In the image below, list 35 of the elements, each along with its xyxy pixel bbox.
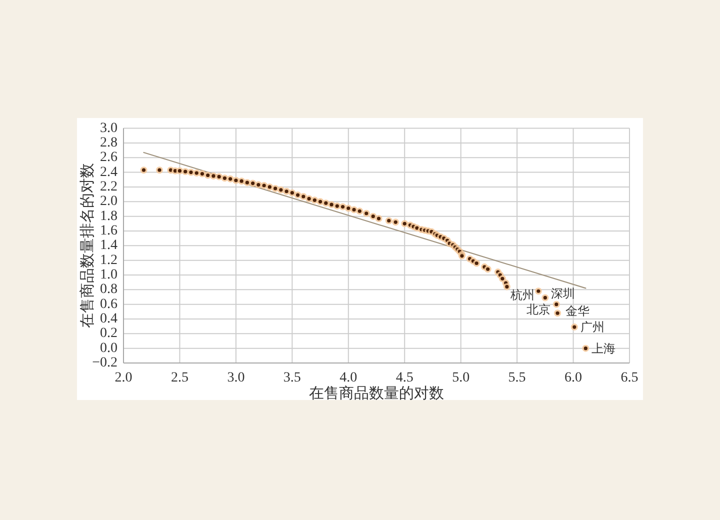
y-tick-label: 0.6 (100, 296, 118, 312)
annotation: 上海 (592, 341, 616, 356)
annotation: 广州 (580, 320, 604, 334)
y-tick-label: 1.8 (100, 208, 118, 224)
annotation: 北京 (526, 302, 550, 316)
y-tick-label: −0.2 (92, 356, 118, 370)
x-tick-label: 2.5 (170, 370, 188, 386)
annotation: 金华 (566, 304, 590, 318)
x-axis-title: 在售商品数量的对数 (309, 385, 444, 402)
x-tick-label: 2.0 (114, 370, 132, 386)
x-tick-label: 6.0 (564, 370, 582, 386)
y-tick-label: 2.4 (100, 164, 118, 180)
y-tick-label: 1.4 (100, 238, 118, 254)
y-tick-label: 1.6 (100, 223, 118, 238)
y-tick-label: 1.2 (100, 252, 118, 268)
x-tick-label: 5.5 (508, 370, 526, 386)
y-tick-label: 0.8 (100, 282, 118, 298)
x-tick-label: 3.5 (283, 370, 301, 386)
x-tick-label: 4.0 (340, 370, 358, 386)
x-tick-label: 6.5 (620, 370, 638, 386)
y-tick-label: 2.8 (100, 135, 118, 150)
y-tick-label: 1.0 (100, 267, 118, 282)
x-tick-label: 4.5 (396, 370, 414, 386)
y-tick-label: 2.6 (100, 150, 118, 166)
y-tick-label: 0.2 (100, 326, 118, 342)
y-tick-label: 0.0 (100, 340, 118, 356)
y-tick-label: 0.4 (100, 311, 118, 326)
y-tick-label: 2.0 (100, 194, 118, 210)
y-tick-label: 3.0 (100, 120, 118, 136)
y-axis-title: 在售商品数量排名的对数 (79, 163, 96, 328)
x-tick-label: 5.0 (452, 370, 470, 386)
y-tick-label: 2.2 (100, 179, 118, 194)
annotation: 深圳 (551, 286, 576, 301)
annotation: 杭州 (509, 288, 534, 302)
x-tick-label: 3.0 (227, 370, 245, 386)
